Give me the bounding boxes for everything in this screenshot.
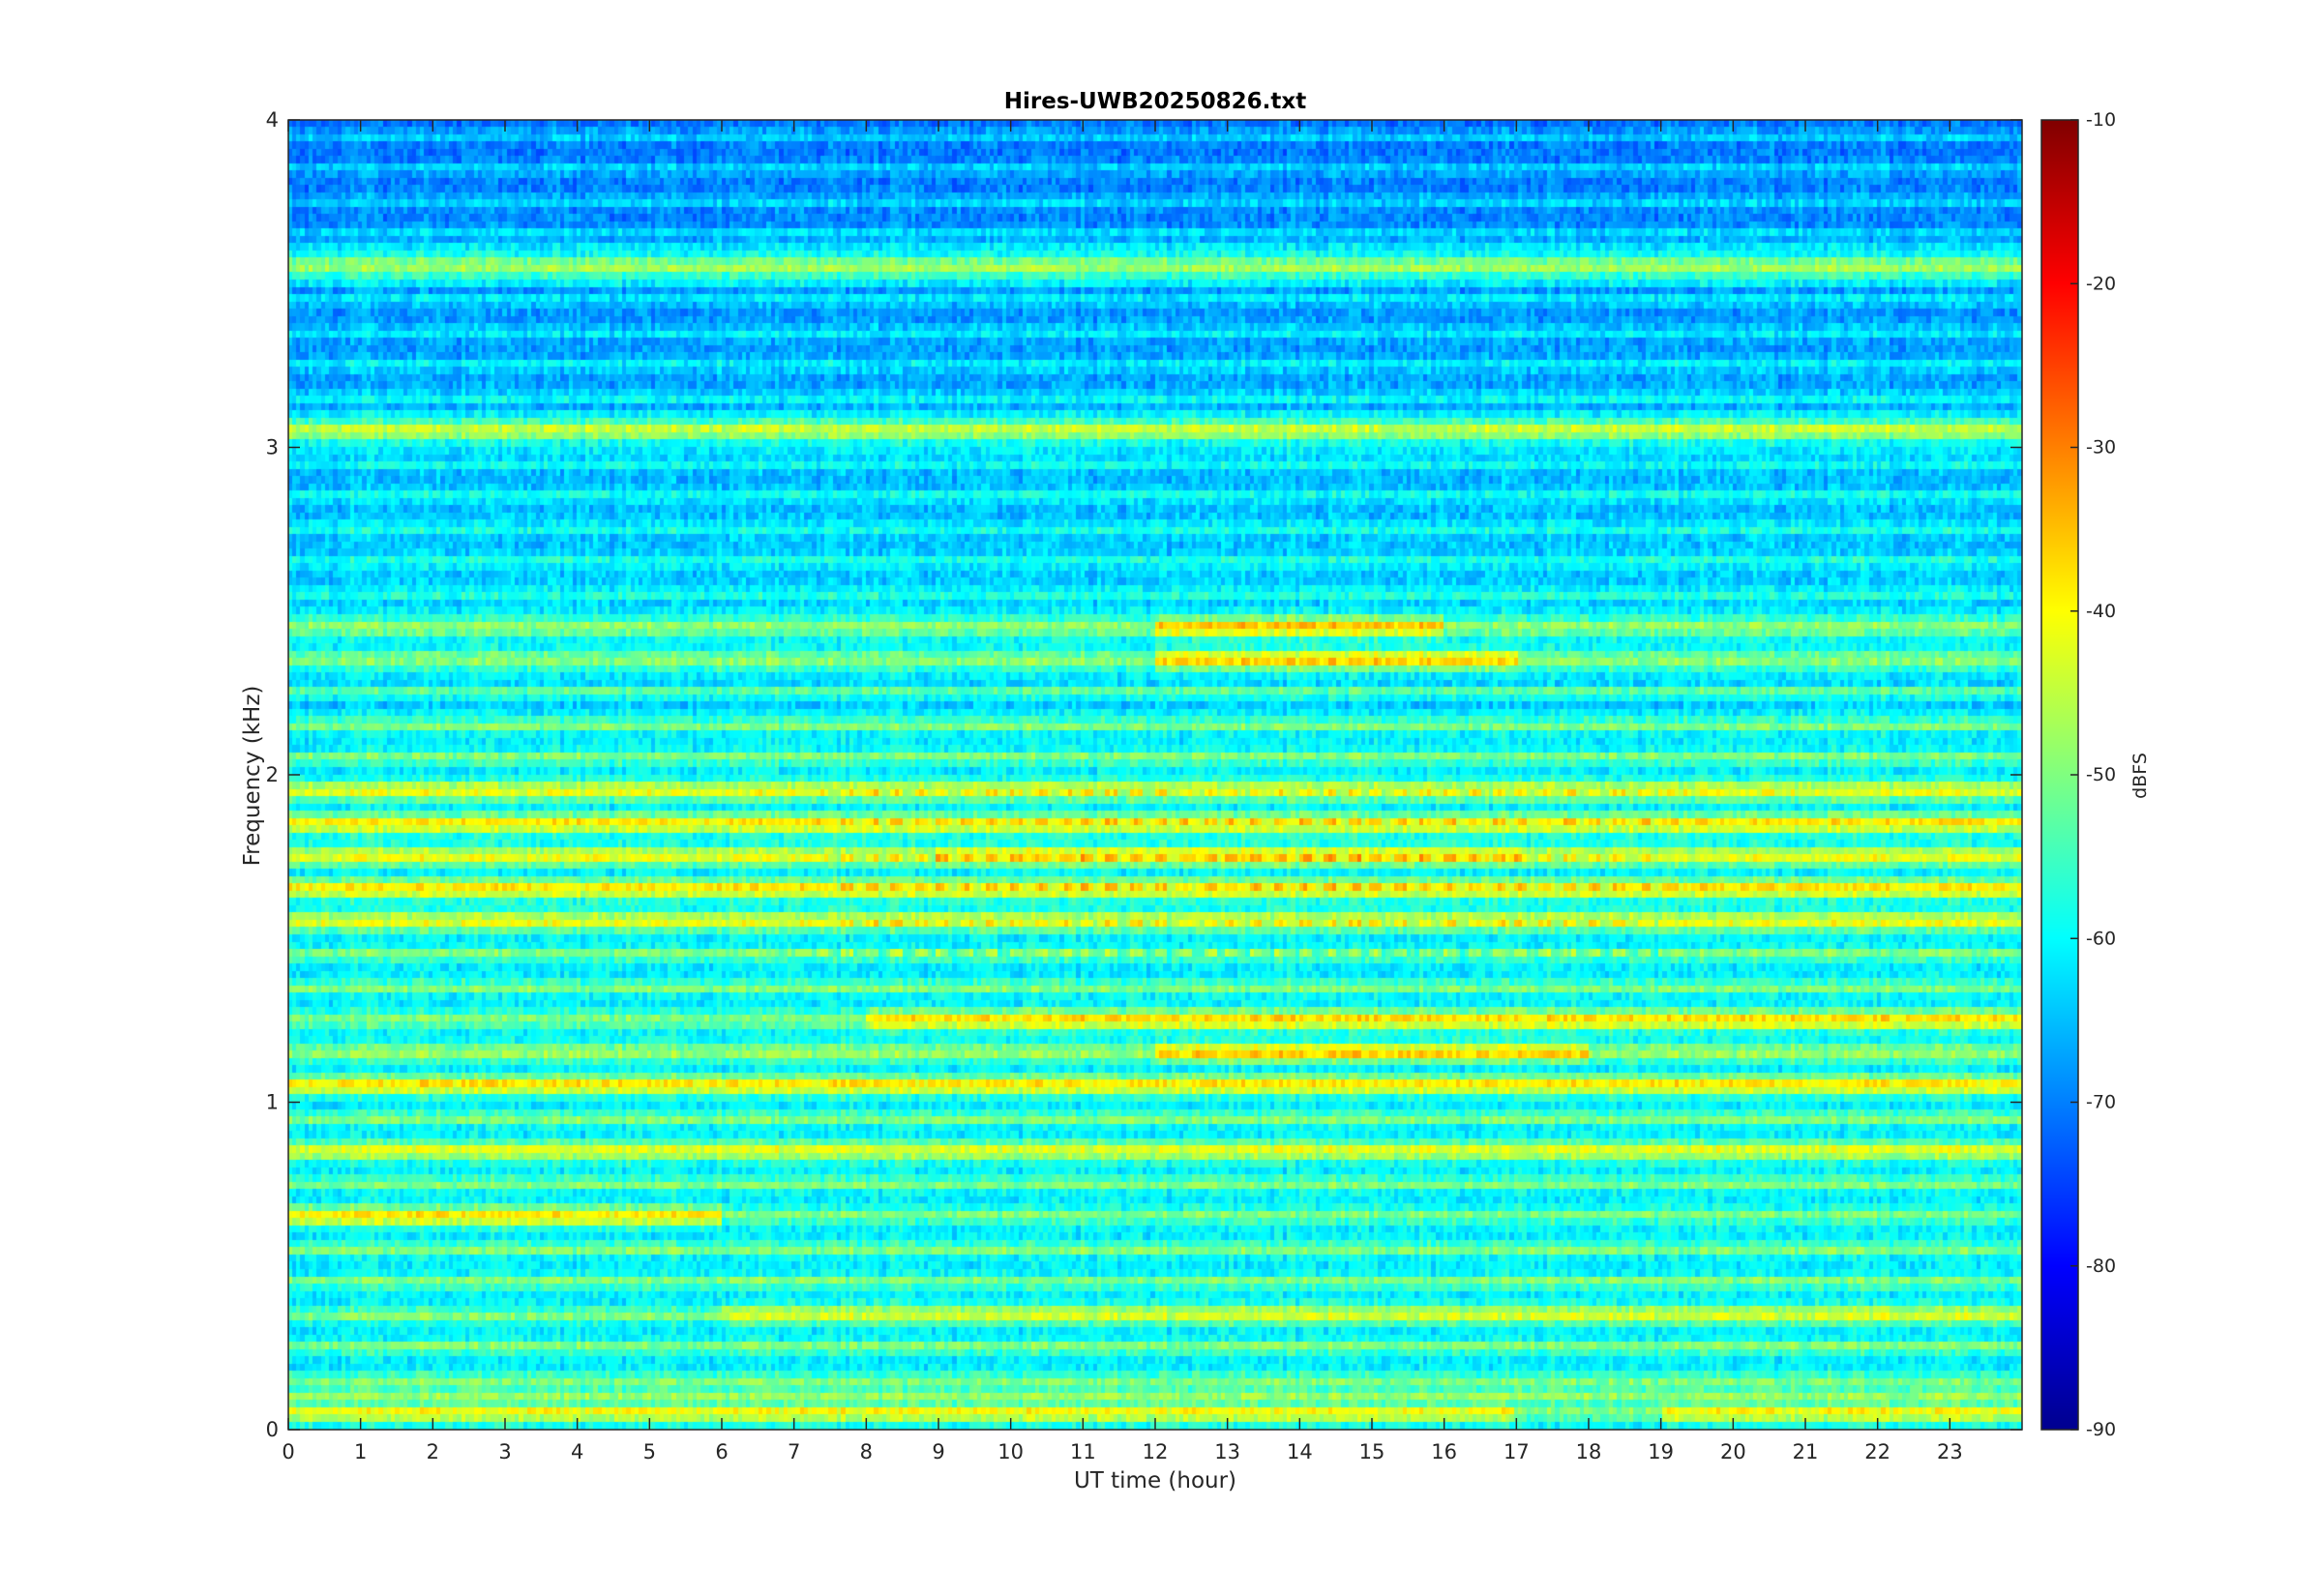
x-tick-label: 17: [1503, 1440, 1530, 1463]
y-tick-label: 2: [266, 763, 279, 786]
colorbar-tick-label: -20: [2086, 273, 2116, 294]
colorbar-tick-label: -70: [2086, 1092, 2116, 1113]
colorbar-tick-label: -40: [2086, 601, 2116, 622]
x-tick-label: 15: [1359, 1440, 1385, 1463]
x-tick-label: 4: [571, 1440, 583, 1463]
x-tick-label: 9: [932, 1440, 944, 1463]
colorbar-tick-label: -80: [2086, 1256, 2116, 1277]
colorbar-label: dBFS: [2129, 753, 2151, 799]
x-tick-label: 18: [1576, 1440, 1602, 1463]
spectrogram-image-container: [288, 120, 2022, 1430]
x-tick-label: 22: [1864, 1440, 1890, 1463]
colorbar-ticks: -90 -80 -70 -60 -50 -40 -30 -20 -10: [2070, 109, 2116, 1440]
x-axis-label: UT time (hour): [1074, 1468, 1236, 1493]
x-tick-label: 6: [715, 1440, 728, 1463]
x-tick-label: 14: [1287, 1440, 1313, 1463]
x-tick-label: 19: [1648, 1440, 1674, 1463]
colorbar-tick-label: -60: [2086, 928, 2116, 949]
colorbar-tick-label: -90: [2086, 1419, 2116, 1440]
x-tick-label: 23: [1937, 1440, 1963, 1463]
x-axis: 0 1 2 3 4 5 6 7 8 9 10 11 12 13 14 15 16 17 18 19 20 21 22 23: [282, 120, 1963, 1463]
colorbar: -90 -80 -70 -60 -50 -40 -30 -20 -10 dBFS: [2040, 109, 2151, 1440]
x-tick-label: 16: [1431, 1440, 1457, 1463]
x-tick-label: 1: [354, 1440, 367, 1463]
y-axis: 0 1 2 3 4: [266, 108, 2022, 1441]
x-tick-label: 7: [788, 1440, 800, 1463]
spectrogram-heatmap: [288, 120, 2022, 1430]
colorbar-tick-label: -50: [2086, 764, 2116, 785]
x-tick-label: 2: [427, 1440, 439, 1463]
y-tick-label: 3: [266, 436, 279, 459]
x-tick-label: 20: [1720, 1440, 1746, 1463]
x-tick-label: 0: [282, 1440, 294, 1463]
y-tick-label: 4: [266, 108, 279, 132]
y-tick-label: 1: [266, 1091, 279, 1114]
x-tick-label: 13: [1214, 1440, 1240, 1463]
x-tick-label: 8: [860, 1440, 873, 1463]
colorbar-tick-label: -10: [2086, 109, 2116, 131]
x-tick-label: 12: [1143, 1440, 1169, 1463]
x-tick-label: 5: [643, 1440, 656, 1463]
y-axis-label: Frequency (kHz): [240, 686, 265, 867]
colorbar-tick-label: -30: [2086, 437, 2116, 458]
chart-title: Hires-UWB20250826.txt: [1004, 89, 1306, 114]
y-tick-label: 0: [266, 1418, 279, 1441]
x-tick-label: 3: [498, 1440, 511, 1463]
x-tick-label: 21: [1793, 1440, 1819, 1463]
x-tick-label: 11: [1070, 1440, 1096, 1463]
x-tick-label: 10: [997, 1440, 1024, 1463]
spectrogram-plot-area: [287, 119, 2023, 1431]
